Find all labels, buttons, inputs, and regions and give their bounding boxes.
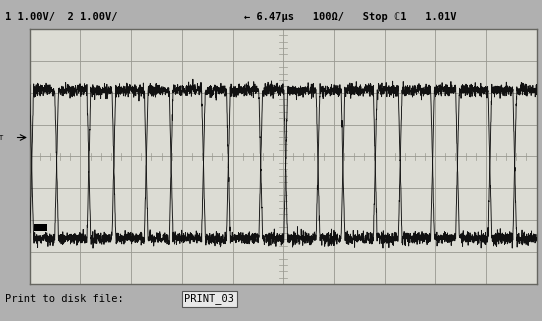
Text: T: T bbox=[0, 134, 2, 141]
Text: PRINT_03: PRINT_03 bbox=[184, 293, 234, 304]
Text: 2■: 2■ bbox=[35, 224, 46, 230]
Text: ← 6.47μs   100Ω/   Stop ℂ1   1.01V: ← 6.47μs 100Ω/ Stop ℂ1 1.01V bbox=[244, 12, 456, 22]
Text: Print to disk file:: Print to disk file: bbox=[5, 294, 124, 304]
Text: 1 1.00V/  2 1.00V/: 1 1.00V/ 2 1.00V/ bbox=[5, 12, 118, 22]
